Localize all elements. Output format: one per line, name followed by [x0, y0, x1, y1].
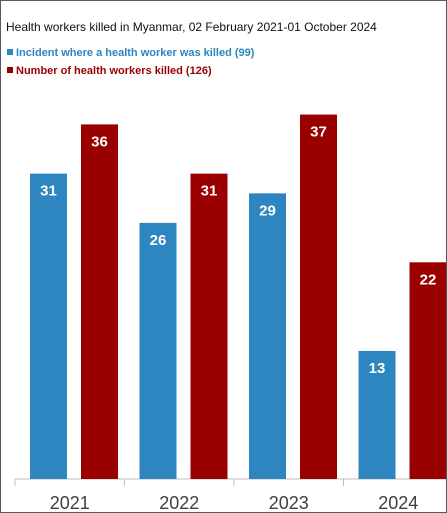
bar-workers-killed-2022 — [190, 173, 228, 479]
bar-incidents-2022 — [139, 222, 177, 479]
legend-label-workers-killed: Number of health workers killed (126) — [16, 65, 212, 77]
bar-incidents-2021 — [30, 173, 67, 479]
data-label: 26 — [150, 232, 167, 249]
data-label: 22 — [420, 271, 437, 288]
bar-workers-killed-2021 — [81, 124, 118, 480]
bar-incidents-2023 — [249, 193, 286, 479]
legend-item-incidents: Incident where a health worker was kille… — [7, 47, 254, 59]
chart-title: Health workers killed in Myanmar, 02 Feb… — [6, 20, 377, 34]
legend-swatch-workers-killed — [7, 67, 13, 73]
x-tick-label-2023: 2023 — [269, 493, 309, 512]
legend-label-incidents: Incident where a health worker was kille… — [16, 47, 255, 59]
legend-swatch-incidents — [7, 49, 13, 55]
bar-workers-killed-2024 — [409, 262, 446, 479]
data-label: 29 — [259, 202, 276, 219]
x-tick-label-2024: 2024 — [378, 493, 418, 512]
data-label: 31 — [201, 183, 218, 200]
data-label: 36 — [91, 133, 108, 150]
bar-workers-killed-2023 — [300, 114, 337, 480]
legend-item-workers-killed: Number of health workers killed (126) — [7, 65, 212, 77]
x-tick-label-2022: 2022 — [159, 493, 199, 512]
bar-incidents-2024 — [358, 350, 396, 479]
x-tick-label-2021: 2021 — [50, 493, 90, 512]
data-label: 37 — [310, 124, 327, 141]
data-label: 13 — [369, 360, 386, 377]
data-label: 31 — [40, 183, 57, 200]
